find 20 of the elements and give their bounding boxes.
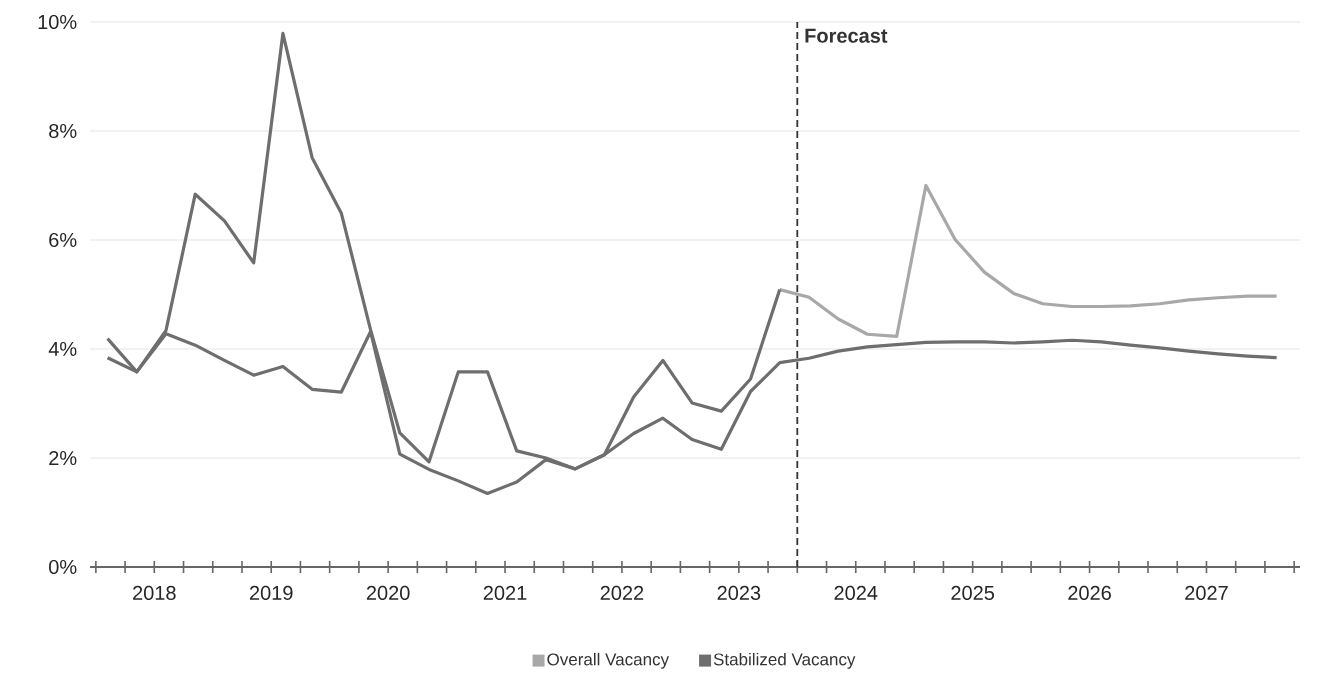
y-tick-label: 0% — [49, 559, 77, 575]
legend-label: Stabilized Vacancy — [713, 652, 856, 669]
x-tick-label: 2026 — [1068, 585, 1111, 600]
x-tick-label: 2020 — [366, 585, 410, 600]
x-tick-label: 2027 — [1185, 585, 1228, 600]
x-tick-label: 2019 — [249, 585, 293, 600]
x-tick-label: 2024 — [834, 585, 878, 600]
y-tick-label: 8% — [49, 123, 77, 139]
legend-label: Overall Vacancy — [547, 652, 670, 669]
y-tick-label: 10% — [38, 14, 77, 30]
x-tick-label: 2021 — [483, 585, 527, 600]
line-series — [778, 183, 1279, 339]
ref-line-label: Forecast — [805, 28, 888, 43]
y-tick-label: 6% — [49, 232, 77, 248]
x-tick-label: 2022 — [600, 585, 644, 600]
y-tick-label: 4% — [48, 341, 77, 356]
x-tick-label: 2018 — [133, 585, 176, 600]
x-tick-label: 2023 — [717, 585, 761, 600]
x-tick-label: 2025 — [951, 585, 995, 600]
y-tick-label: 2% — [49, 450, 77, 466]
